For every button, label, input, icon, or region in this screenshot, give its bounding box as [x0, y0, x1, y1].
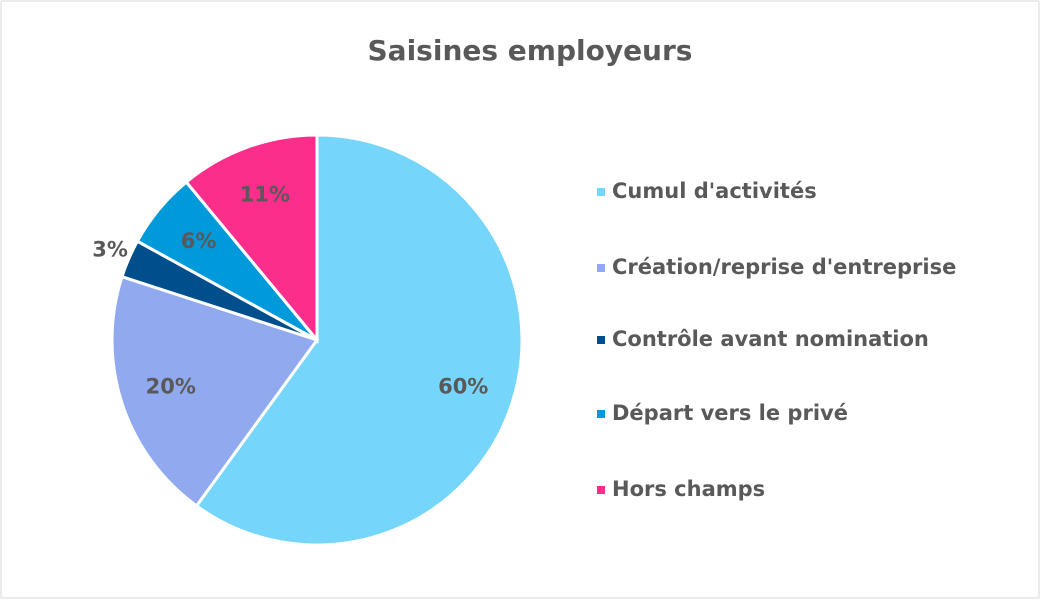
- legend-swatch: [597, 336, 605, 344]
- data-label: 11%: [240, 182, 290, 206]
- legend-label: Création/reprise d'entreprise: [612, 255, 956, 279]
- data-label: 60%: [438, 375, 488, 399]
- pie-slice: [184, 133, 319, 345]
- legend-swatch: [597, 264, 605, 272]
- data-label: 6%: [181, 229, 217, 253]
- pie-slice: [194, 133, 524, 547]
- legend-label: Cumul d'activités: [612, 179, 817, 203]
- legend-label: Hors champs: [612, 477, 765, 501]
- data-label: 20%: [146, 375, 196, 399]
- legend-swatch: [597, 188, 605, 196]
- chart-title: Saisines employeurs: [368, 34, 693, 67]
- pie-slice: [110, 274, 320, 508]
- data-label: 3%: [92, 237, 128, 261]
- legend-label: Départ vers le privé: [612, 401, 848, 425]
- legend-swatch: [597, 486, 605, 494]
- legend-swatch: [597, 410, 605, 418]
- legend-label: Contrôle avant nomination: [612, 327, 929, 351]
